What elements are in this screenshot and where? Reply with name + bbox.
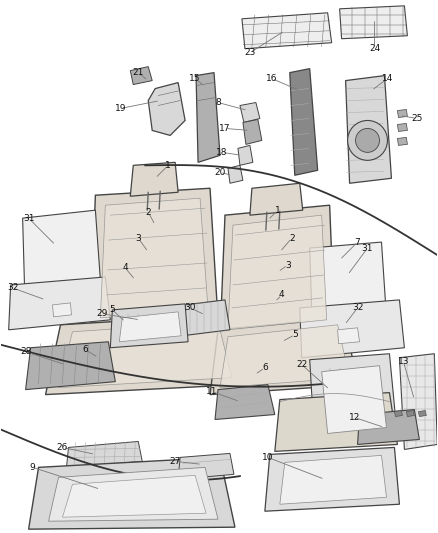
Polygon shape: [67, 441, 142, 467]
Text: 15: 15: [189, 74, 201, 83]
Text: 11: 11: [206, 387, 218, 396]
Text: 17: 17: [219, 124, 231, 133]
Text: 18: 18: [216, 148, 228, 157]
Polygon shape: [228, 215, 327, 330]
Polygon shape: [242, 13, 332, 49]
Text: 2: 2: [289, 233, 295, 243]
Circle shape: [348, 120, 388, 160]
Polygon shape: [250, 183, 303, 215]
Polygon shape: [25, 342, 115, 390]
Text: 32: 32: [352, 303, 363, 312]
Text: 20: 20: [214, 168, 226, 177]
Polygon shape: [130, 163, 178, 196]
Text: 10: 10: [262, 453, 274, 462]
Text: 1: 1: [165, 161, 171, 170]
Polygon shape: [321, 366, 386, 433]
Text: 13: 13: [398, 357, 409, 366]
Polygon shape: [228, 165, 243, 183]
Polygon shape: [220, 205, 335, 340]
Text: 29: 29: [97, 309, 108, 318]
Text: 23: 23: [244, 48, 256, 57]
Text: 5: 5: [292, 330, 298, 340]
Polygon shape: [182, 300, 230, 336]
Polygon shape: [215, 385, 275, 419]
Polygon shape: [59, 322, 232, 387]
Text: 16: 16: [266, 74, 278, 83]
Polygon shape: [90, 188, 218, 330]
Text: 6: 6: [262, 363, 268, 372]
Text: 27: 27: [170, 457, 181, 466]
Polygon shape: [53, 303, 71, 317]
Text: 8: 8: [215, 98, 221, 107]
Text: 5: 5: [110, 305, 115, 314]
Text: 31: 31: [362, 244, 373, 253]
Polygon shape: [265, 447, 399, 511]
Circle shape: [356, 128, 379, 152]
Text: 12: 12: [349, 413, 360, 422]
Polygon shape: [46, 315, 240, 394]
Text: 32: 32: [7, 284, 18, 293]
Polygon shape: [178, 454, 234, 479]
Polygon shape: [23, 210, 100, 290]
Text: 22: 22: [296, 360, 307, 369]
Text: 14: 14: [382, 74, 393, 83]
Polygon shape: [300, 300, 404, 358]
Polygon shape: [28, 457, 235, 529]
Polygon shape: [290, 69, 318, 175]
Text: 6: 6: [82, 345, 88, 354]
Text: 1: 1: [275, 206, 281, 215]
Polygon shape: [9, 277, 110, 330]
Text: 3: 3: [135, 233, 141, 243]
Polygon shape: [119, 312, 181, 342]
Polygon shape: [346, 76, 392, 183]
Polygon shape: [243, 119, 262, 144]
Polygon shape: [240, 102, 260, 123]
Text: 24: 24: [369, 44, 380, 53]
Polygon shape: [397, 138, 407, 146]
Polygon shape: [418, 410, 426, 416]
Text: 30: 30: [184, 303, 196, 312]
Text: 26: 26: [57, 443, 68, 452]
Text: 4: 4: [279, 290, 285, 300]
Text: 3: 3: [285, 261, 291, 270]
Polygon shape: [148, 83, 185, 135]
Polygon shape: [406, 410, 414, 416]
Polygon shape: [395, 410, 403, 416]
Polygon shape: [280, 455, 386, 504]
Polygon shape: [130, 67, 152, 85]
Text: 2: 2: [145, 208, 151, 217]
Polygon shape: [238, 146, 253, 165]
Polygon shape: [310, 242, 385, 310]
Text: 7: 7: [355, 238, 360, 247]
Polygon shape: [100, 198, 208, 318]
Text: 28: 28: [20, 347, 31, 356]
Polygon shape: [397, 124, 407, 132]
Polygon shape: [399, 354, 437, 449]
Text: 4: 4: [123, 263, 128, 272]
Polygon shape: [63, 475, 206, 517]
Polygon shape: [196, 72, 220, 163]
Polygon shape: [339, 6, 407, 39]
Polygon shape: [220, 325, 350, 387]
Polygon shape: [210, 318, 357, 394]
Polygon shape: [275, 393, 397, 451]
Text: 9: 9: [30, 463, 35, 472]
Text: 19: 19: [115, 104, 126, 113]
Polygon shape: [310, 354, 397, 445]
Text: 25: 25: [412, 114, 423, 123]
Polygon shape: [357, 409, 419, 445]
Text: 31: 31: [23, 214, 34, 223]
Polygon shape: [49, 467, 218, 521]
Text: 21: 21: [133, 68, 144, 77]
Polygon shape: [397, 109, 407, 117]
Polygon shape: [338, 328, 360, 344]
Polygon shape: [110, 304, 188, 348]
